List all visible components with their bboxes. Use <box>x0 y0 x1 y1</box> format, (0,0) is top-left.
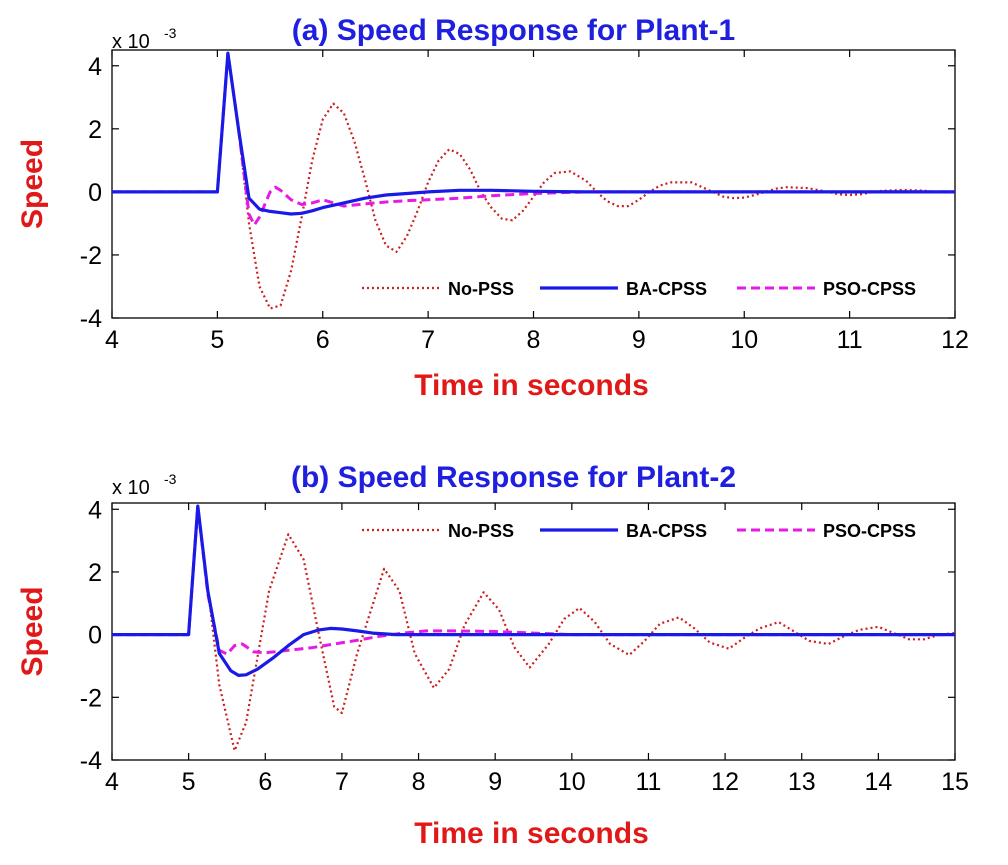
legend-label: BA-CPSS <box>626 521 707 541</box>
x-tick-label: 13 <box>788 768 816 796</box>
series-group <box>112 51 955 310</box>
y-multiplier: x 10 <box>112 477 150 499</box>
legend-label: No-PSS <box>448 521 514 541</box>
series-line-no-pss <box>112 505 955 752</box>
x-tick-label: 12 <box>941 326 969 354</box>
chart-panel-a: (a) Speed Response for Plant-1 4 5 6 7 8 9 10 11… <box>16 14 969 402</box>
x-tick-label: 9 <box>488 768 502 796</box>
series-line-pso-cpss <box>112 51 955 227</box>
x-tick-label: 7 <box>335 768 349 796</box>
y-tick-label: 0 <box>88 179 102 207</box>
x-tick-label: 8 <box>527 326 541 354</box>
chart-title: (b) Speed Response for Plant-2 <box>291 461 736 494</box>
legend: No-PSS BA-CPSS PSO-CPSS <box>362 521 916 541</box>
y-tick-label: -2 <box>80 684 102 712</box>
legend-label: PSO-CPSS <box>823 521 916 541</box>
x-tick-label: 10 <box>730 326 758 354</box>
x-tick-label: 9 <box>632 326 646 354</box>
legend-label: BA-CPSS <box>626 279 707 299</box>
x-tick-label: 15 <box>941 768 969 796</box>
x-tick-label: 11 <box>837 326 863 354</box>
x-tick-label: 5 <box>182 768 196 796</box>
y-multiplier: x 10 <box>112 31 150 53</box>
y-tick-label: -4 <box>80 747 102 775</box>
legend: No-PSS BA-CPSS PSO-CPSS <box>362 279 916 299</box>
x-tick-label: 4 <box>105 326 119 354</box>
plot-frame <box>111 49 956 319</box>
series-group <box>112 504 955 752</box>
series-line-ba-cpss <box>112 504 955 678</box>
x-tick-label: 12 <box>711 768 739 796</box>
chart-title: (a) Speed Response for Plant-1 <box>292 14 735 47</box>
series-line-no-pss <box>112 52 955 310</box>
y-tick-label: -4 <box>80 305 102 333</box>
y-tick-label: 4 <box>88 53 102 81</box>
x-tick-label: 11 <box>635 768 661 796</box>
y-multiplier-exponent: -3 <box>164 25 177 41</box>
x-tick-label: 14 <box>864 768 892 796</box>
y-axis-label: Speed <box>16 139 49 229</box>
x-tick-label: 6 <box>258 768 272 796</box>
legend-label: No-PSS <box>448 279 514 299</box>
y-tick-label: 4 <box>88 496 102 524</box>
y-tick-label: 0 <box>88 622 102 650</box>
y-axis-label: Speed <box>16 586 49 676</box>
y-tick-label: -2 <box>80 242 102 270</box>
x-axis-label: Time in seconds <box>414 369 649 402</box>
x-tick-label: 4 <box>105 768 119 796</box>
plot-frame <box>111 502 956 761</box>
x-axis-label: Time in seconds <box>414 817 649 850</box>
x-tick-label: 5 <box>210 326 224 354</box>
x-tick-label: 10 <box>558 768 586 796</box>
y-tick-label: 2 <box>88 559 102 587</box>
x-tick-label: 8 <box>412 768 426 796</box>
legend-label: PSO-CPSS <box>823 279 916 299</box>
x-tick-label: 7 <box>421 326 435 354</box>
series-line-ba-cpss <box>112 51 955 216</box>
y-tick-label: 2 <box>88 116 102 144</box>
x-tick-label: 6 <box>316 326 330 354</box>
chart-panel-b: (b) Speed Response for Plant-2 4 5 6 7 8 9 10 11… <box>16 461 969 850</box>
y-multiplier-exponent: -3 <box>164 471 177 487</box>
